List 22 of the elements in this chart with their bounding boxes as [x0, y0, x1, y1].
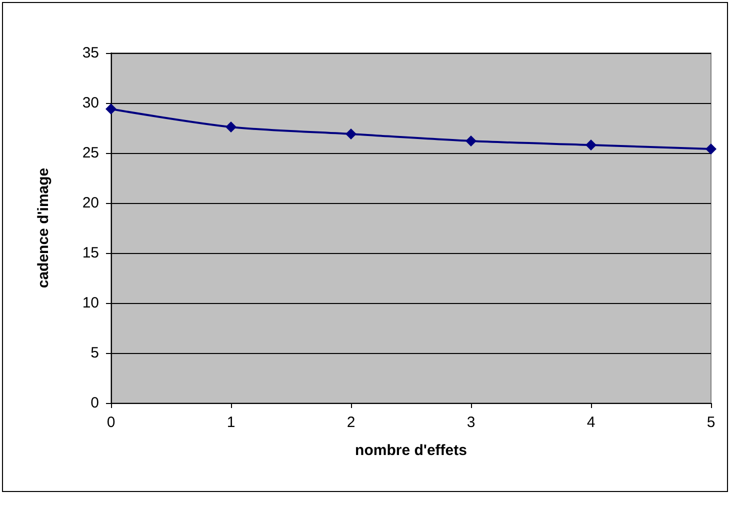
point	[706, 144, 716, 154]
x-tick-label: 0	[106, 414, 116, 431]
y-tick-label: 25	[82, 144, 99, 162]
y-tick-label: 10	[82, 294, 99, 312]
point	[226, 122, 236, 132]
y-tick-label: 5	[90, 344, 99, 362]
point	[586, 140, 596, 150]
y-tick-label: 20	[82, 194, 99, 212]
y-axis-title: cadence d'image	[35, 168, 52, 288]
y-tick-label: 0	[90, 394, 99, 412]
y-tick-label: 15	[82, 244, 99, 262]
point	[346, 128, 356, 140]
x-tick-label: 5	[706, 414, 716, 431]
x-axis-title: nombre d'effets	[355, 442, 467, 459]
y-tick-label: 35	[82, 44, 99, 62]
x-tick-label: 4	[586, 414, 596, 431]
y-tick-label: 30	[82, 94, 99, 112]
point	[106, 104, 116, 114]
x-tick-label: 2	[346, 414, 356, 431]
x-tick-label: 3	[466, 414, 476, 431]
point	[466, 136, 476, 146]
x-tick-label: 1	[226, 414, 236, 431]
